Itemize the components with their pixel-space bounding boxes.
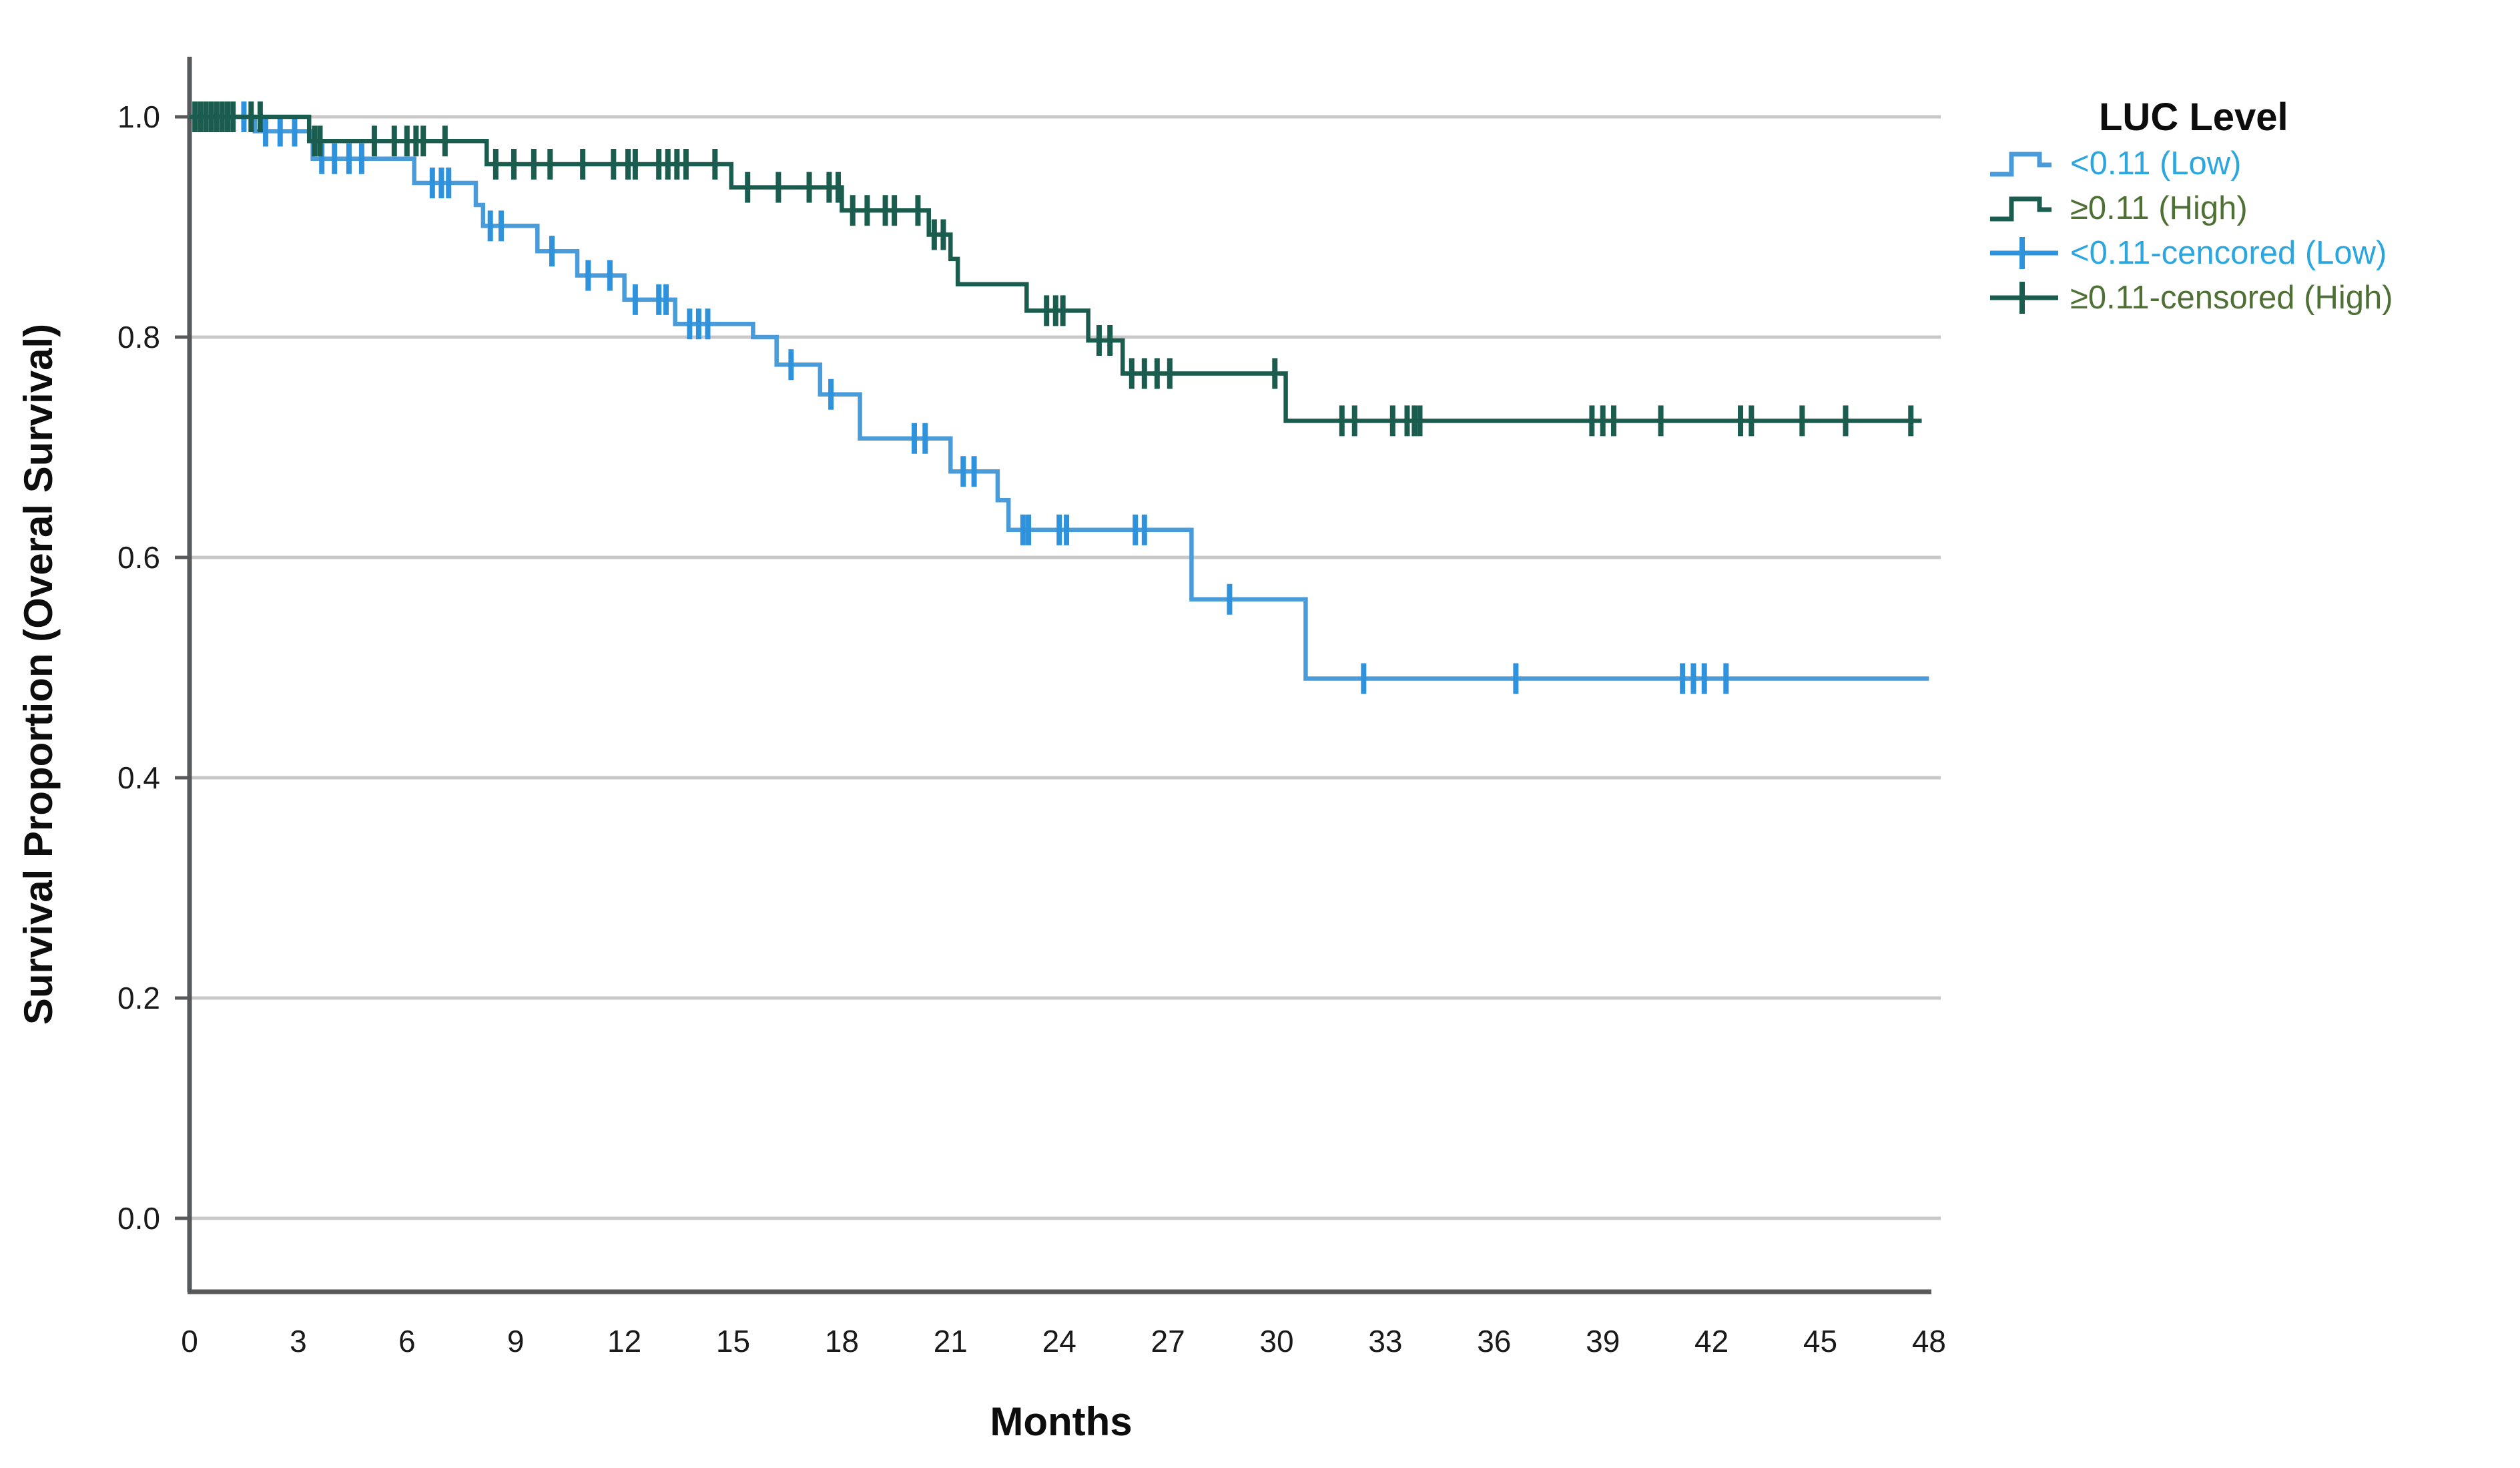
legend-entry: <0.11-cencored (Low) — [1990, 235, 2387, 271]
legend-entry-label: <0.11 (Low) — [2070, 146, 2241, 182]
y-tick-label: 0.0 — [117, 1201, 160, 1236]
x-tick-label: 27 — [1151, 1324, 1185, 1359]
x-tick-label: 15 — [716, 1324, 750, 1359]
x-tick-label: 9 — [507, 1324, 525, 1359]
series-layer — [190, 101, 1929, 694]
km-curve-high — [190, 114, 1922, 423]
x-tick-label: 45 — [1803, 1324, 1837, 1359]
legend-entry: ≥0.11 (High) — [1990, 190, 2248, 226]
x-tick-label: 6 — [398, 1324, 416, 1359]
legend-entry: <0.11 (Low) — [1990, 146, 2241, 182]
y-axis-title: Survival Proportion (Overal Survival) — [16, 324, 61, 1025]
legend-step-glyph — [1990, 196, 2052, 222]
legend-layer: <0.11 (Low) ≥0.11 (High) <0.11-cencored (L… — [1990, 146, 2393, 316]
legend-entry-label: ≥0.11-censored (High) — [2070, 280, 2393, 316]
legend-entry-label: ≥0.11 (High) — [2070, 190, 2248, 226]
x-tick-label: 0 — [181, 1324, 198, 1359]
x-tick-label: 48 — [1912, 1324, 1946, 1359]
x-tick-label: 33 — [1368, 1324, 1402, 1359]
x-tick-label: 12 — [607, 1324, 641, 1359]
y-tick-label: 1.0 — [117, 99, 160, 134]
legend-entry-label: <0.11-cencored (Low) — [2070, 235, 2387, 271]
x-tick-label: 21 — [934, 1324, 968, 1359]
x-tick-label: 30 — [1259, 1324, 1293, 1359]
axis-layer: 0.00.20.40.60.81.00 3 6 9 12 15 18 21 24 27 30 33 36… — [117, 57, 1946, 1359]
x-axis-title: Months — [990, 1399, 1132, 1444]
y-tick-label: 0.4 — [117, 760, 160, 795]
legend-title: LUC Level — [2099, 95, 2288, 139]
y-tick-label: 0.6 — [117, 540, 160, 575]
legend-step-glyph — [1990, 152, 2052, 177]
x-tick-label: 39 — [1586, 1324, 1620, 1359]
km-curve-low — [190, 114, 1929, 681]
grid-layer — [190, 115, 1941, 1220]
x-tick-label: 36 — [1477, 1324, 1511, 1359]
y-tick-label: 0.2 — [117, 981, 160, 1015]
legend-entry: ≥0.11-censored (High) — [1990, 280, 2393, 316]
x-tick-label: 3 — [290, 1324, 307, 1359]
y-tick-label: 0.8 — [117, 320, 160, 354]
x-tick-label: 18 — [825, 1324, 859, 1359]
x-tick-label: 42 — [1694, 1324, 1728, 1359]
x-tick-label: 24 — [1042, 1324, 1076, 1359]
